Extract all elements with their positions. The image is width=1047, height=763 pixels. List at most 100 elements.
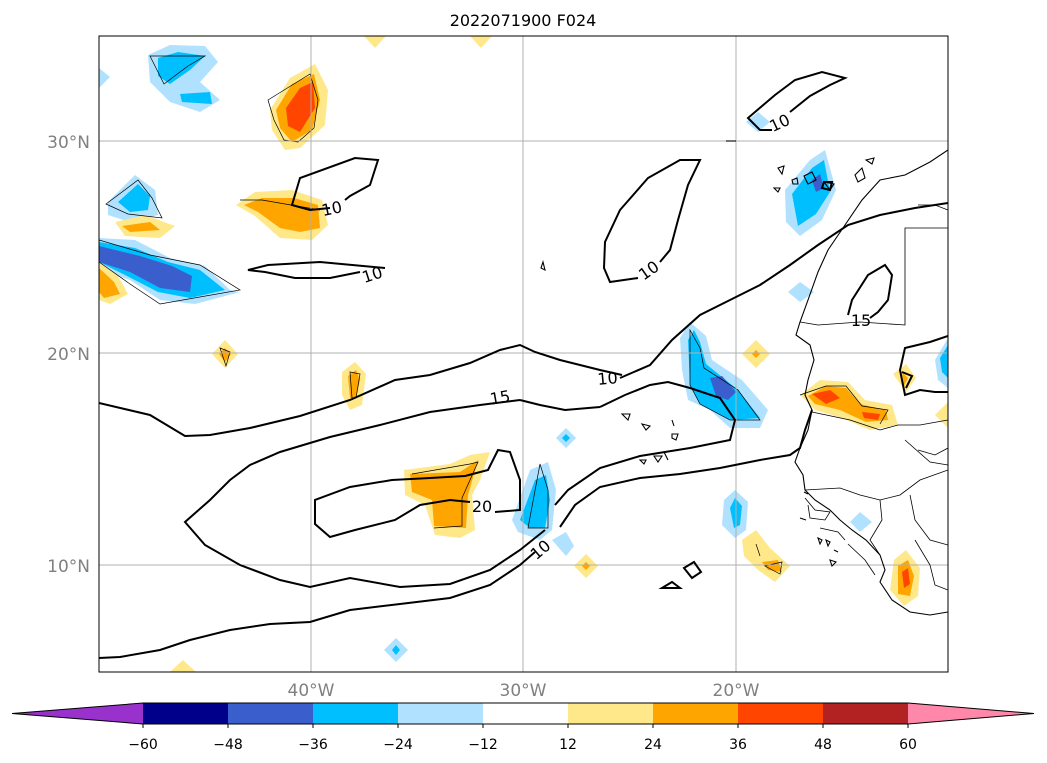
colorbar-segment: [653, 703, 739, 724]
orange-diamond-bottom: [170, 660, 196, 672]
blue-diamond-south-core: [392, 645, 400, 655]
canary-island-1: [791, 177, 799, 185]
map-area: 10 10 10 10 15 10 15 20 10: [99, 36, 948, 672]
canary-island-4: [777, 165, 785, 176]
longitude-labels: 40°W 30°W 20°W: [288, 681, 760, 701]
colorbar-extend-min: [12, 703, 143, 724]
contour-20-loop: [314, 448, 521, 539]
isle-small-29w: [540, 260, 546, 272]
cape-verde-4: [671, 433, 679, 441]
contour-10-central-loop: [602, 159, 702, 284]
colorbar-segment: [823, 703, 909, 724]
country-border-10: [804, 497, 831, 521]
bijagos-1: [817, 536, 823, 546]
coast-island-ne-1: [854, 166, 866, 183]
colorbar-tick-label: 24: [644, 737, 662, 753]
orange-diamond-27w-core: [582, 562, 590, 570]
contour-20w-bump: [682, 560, 703, 580]
orange-patch-west-edge-core: [99, 268, 120, 298]
contour-15-africa: [847, 263, 894, 319]
colorbar-tick-label: 60: [899, 737, 917, 753]
blue-diamond-31n: [746, 112, 770, 132]
colorbar: −60 −48 −36 −24 −12 12 24 36 48 60: [11, 702, 1035, 753]
orange-patch-nw-core: [122, 222, 160, 232]
colorbar-segment: [143, 703, 229, 724]
lat-label-30n: 30°N: [47, 133, 90, 153]
cape-verde-6: [652, 455, 664, 463]
orange-patch-coast-core: [812, 390, 840, 404]
colorbar-tick-label: −60: [128, 737, 158, 753]
orange-patch-coast-core-2: [862, 412, 880, 420]
lat-label-20n: 20°N: [47, 345, 90, 365]
blue-patch-top-left-core: [158, 52, 205, 84]
colorbar-extend-max: [908, 703, 1034, 724]
patch-outlines: [99, 55, 889, 575]
colorbar-tick-label: −24: [383, 737, 413, 753]
cape-verde-5: [638, 459, 647, 465]
lon-label-30w: 30°W: [500, 681, 547, 701]
blue-diamond-15w: [850, 512, 872, 532]
contour-canary-small: [820, 181, 834, 192]
contour-10-west-loop: [290, 156, 380, 212]
colorbar-tick-label: −36: [298, 737, 328, 753]
country-border-1: [799, 227, 948, 326]
country-border-7: [914, 539, 948, 591]
country-border-5: [909, 494, 948, 546]
blue-patch-21w-mid: [688, 330, 760, 420]
contour-10-south: [99, 409, 813, 659]
blue-diamond-28w-core: [562, 434, 570, 442]
contour-label: 15: [488, 386, 511, 408]
map-frame: [98, 35, 949, 673]
orange-patch-top-2: [470, 36, 492, 48]
blue-patch-nw-mid: [118, 184, 150, 212]
colorbar-tick-label: −12: [468, 737, 498, 753]
country-border-6: [869, 499, 883, 556]
contour-label: 10: [320, 197, 344, 220]
blue-patch-far-left: [99, 68, 110, 88]
cape-verde-3: [671, 419, 675, 427]
colorbar-segment: [398, 703, 484, 724]
colorbar-segment: [483, 703, 569, 724]
colorbar-segment: [313, 703, 399, 724]
orange-diamond-19w-core: [752, 350, 760, 358]
bijagos-4: [829, 559, 838, 568]
lat-label-10n: 10°N: [47, 557, 90, 577]
contour-small-loop-22w: [658, 580, 683, 589]
contour-10-north-loop: [746, 70, 848, 131]
contour-lines: [99, 70, 948, 659]
contour-east-edge: [898, 335, 948, 397]
bijagos-2: [825, 538, 831, 548]
contour-10-big: [99, 202, 948, 438]
blue-patch-west-core: [99, 246, 192, 292]
contour-east-inner: [901, 371, 914, 389]
orange-diamond-east-edge: [935, 402, 948, 428]
cape-verde-7: [663, 451, 669, 461]
blue-patch-29w-core: [520, 475, 550, 528]
bijagos-6: [799, 517, 807, 521]
bijagos-5: [803, 491, 809, 495]
bijagos-3: [833, 549, 839, 553]
contour-label: 15: [851, 311, 871, 330]
country-border-9: [904, 439, 948, 466]
contour-10-west-line: [247, 260, 386, 279]
africa-coastline: [794, 149, 948, 616]
country-border-11: [819, 527, 846, 541]
canary-island-5: [772, 187, 781, 193]
cape-verde-2: [640, 423, 652, 431]
orange-patch-north-core: [286, 82, 315, 132]
country-border-3: [811, 411, 948, 431]
blue-patch-top-left-small: [180, 92, 212, 104]
lon-label-20w: 20°W: [713, 681, 760, 701]
cape-verde-1: [620, 413, 631, 422]
colorbar-segment: [228, 703, 314, 724]
blue-diamond-23n: [788, 282, 814, 302]
colorbar-segment: [568, 703, 654, 724]
colorbar-tick-label: −48: [213, 737, 243, 753]
blue-patch-21w-core: [710, 376, 736, 400]
shading-patches: [99, 36, 948, 672]
country-border-12: [847, 543, 876, 576]
colorbar-tick-label: 48: [814, 737, 832, 753]
blue-patch-28w-small: [552, 532, 574, 556]
contour-15-inner: [183, 380, 737, 589]
